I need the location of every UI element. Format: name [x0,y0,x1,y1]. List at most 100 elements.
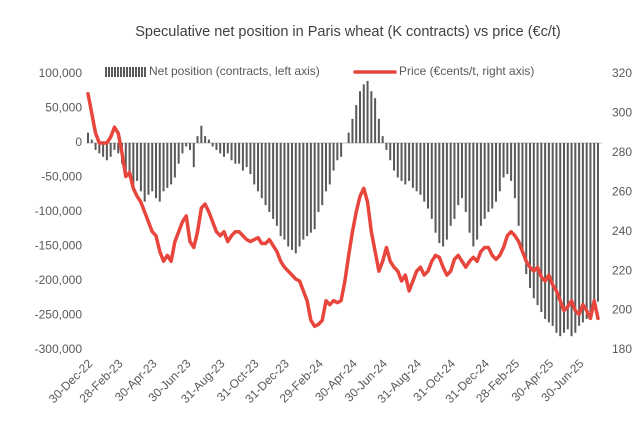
bar [211,143,214,147]
bar [298,143,301,247]
legend-swatch [108,67,110,77]
bar [434,143,437,233]
bar [370,91,373,143]
bar [347,132,350,143]
bar [234,143,237,164]
chart-title: Speculative net position in Paris wheat … [135,24,561,40]
bar [404,143,407,185]
bar [487,143,490,212]
bar [328,143,331,185]
legend-swatch [114,67,116,77]
bar [400,143,403,181]
bar [574,143,577,333]
bar [128,143,131,178]
bar [173,143,176,178]
bar [472,143,475,247]
bar [544,143,547,319]
bar [306,143,309,237]
bar [559,143,562,337]
bar [517,143,520,226]
y2-tick-label: 260 [612,184,632,198]
bar [351,118,354,143]
bar [317,143,320,212]
bar [238,143,241,164]
bar [476,143,479,240]
bar [415,143,418,192]
bar [491,143,494,209]
bar [393,143,395,171]
bar [396,143,399,178]
bar [124,143,127,175]
bar [419,143,422,195]
bar [204,136,207,143]
bar [464,143,467,212]
legend-label: Net position (contracts, left axis) [149,64,320,78]
bar [502,143,505,178]
y2-tick-label: 300 [612,106,632,120]
bar [540,143,543,313]
y-tick-label: 50,000 [45,101,82,115]
bar [325,143,327,192]
bar [506,143,509,175]
y-tick-label: -300,000 [35,342,83,356]
bar [257,143,259,192]
bar [177,143,180,164]
bar [226,143,229,154]
bar [155,143,157,199]
bar [366,80,369,143]
legend-swatch [138,67,140,77]
bar [98,143,101,154]
bar [200,125,203,143]
bar [521,143,524,254]
bar [253,143,256,185]
y2-tick-label: 280 [612,145,632,159]
bar [529,143,531,288]
bar [385,143,388,150]
bar [241,143,244,171]
bar [302,143,305,240]
legend-swatch [123,67,125,77]
bar [359,91,361,143]
bar [536,143,539,306]
legend-swatch [135,67,137,77]
bar [90,139,93,143]
bar [215,143,218,150]
bar [291,143,293,250]
bar [189,143,191,150]
bar [268,143,271,212]
y2-tick-label: 200 [612,303,632,317]
bar [309,143,312,233]
bar [230,143,233,161]
bar [461,143,463,199]
bar [109,143,112,157]
bar [158,143,161,202]
bar [532,143,535,299]
bar [151,143,154,192]
bar [555,143,558,333]
bar [192,143,195,168]
y-tick-label: -100,000 [35,204,83,218]
y-tick-label: -50,000 [41,170,82,184]
bar [94,143,97,150]
bar [113,143,116,150]
legend-swatch [141,67,143,77]
bar [525,143,528,275]
bar [468,143,471,233]
bar [272,143,275,219]
bar [581,143,584,323]
y-tick-label: 100,000 [39,66,83,80]
bar [597,143,599,302]
y2-tick-label: 240 [612,224,632,238]
bar [139,143,142,192]
bar [377,118,380,143]
bar [336,143,339,161]
legend-swatch [126,67,128,77]
y-tick-label: -200,000 [35,273,83,287]
legend-swatch [129,67,131,77]
bar [321,143,324,206]
bar [483,143,486,219]
bar [136,143,139,181]
bar [438,143,441,244]
bar [563,143,565,333]
